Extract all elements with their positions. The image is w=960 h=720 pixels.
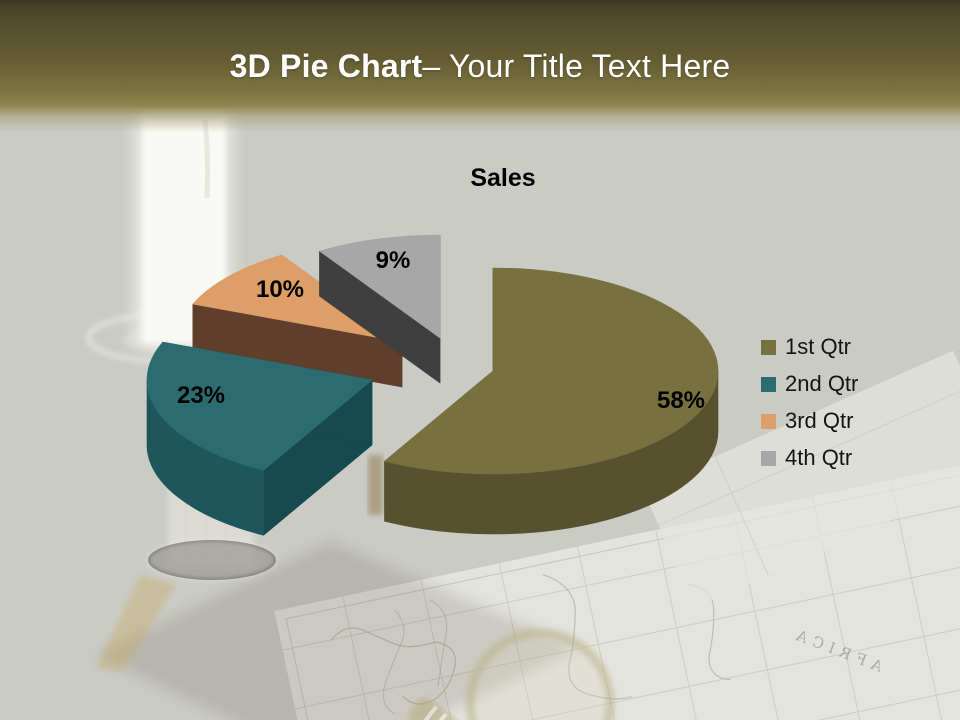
slice-label-4th-qtr: 9% bbox=[376, 247, 411, 274]
pie-slice-1st-qtr[interactable] bbox=[383, 267, 719, 475]
pie-slice-3rd-qtr[interactable] bbox=[192, 254, 403, 343]
legend-swatch-2nd-qtr bbox=[761, 376, 776, 392]
legend-label-3rd-qtr: 3rd Qtr bbox=[785, 408, 854, 433]
brass-stem bbox=[368, 455, 383, 515]
map-sheet-2 bbox=[642, 350, 960, 608]
legend-swatch-3rd-qtr bbox=[761, 413, 776, 429]
magnifying-glass bbox=[408, 628, 615, 720]
legend-swatch-1st-qtr bbox=[761, 339, 776, 355]
legend-item-4th-qtr[interactable]: 4th Qtr bbox=[761, 445, 858, 470]
slide-title-rest: – Your Title Text Here bbox=[422, 48, 731, 84]
pie-slice-2nd-qtr[interactable] bbox=[146, 341, 373, 471]
legend-swatch-4th-qtr bbox=[761, 450, 776, 466]
slide-title-bold: 3D Pie Chart bbox=[229, 48, 423, 84]
candlestick-plinth bbox=[95, 540, 580, 720]
chart-legend: 1st Qtr 2nd Qtr 3rd Qtr 4th Qtr bbox=[761, 334, 859, 484]
slide-header-band bbox=[0, 0, 960, 132]
slice-label-1st-qtr: 58% bbox=[657, 387, 705, 414]
slice-label-2nd-qtr: 23% bbox=[177, 382, 225, 409]
legend-item-1st-qtr[interactable]: 1st Qtr bbox=[761, 334, 858, 359]
legend-item-3rd-qtr[interactable]: 3rd Qtr bbox=[761, 408, 858, 433]
legend-label-2nd-qtr: 2nd Qtr bbox=[785, 371, 859, 396]
chart-title[interactable]: Sales bbox=[470, 164, 536, 192]
legend-label-1st-qtr: 1st Qtr bbox=[785, 334, 852, 359]
legend-label-4th-qtr: 4th Qtr bbox=[785, 445, 853, 470]
legend-item-2nd-qtr[interactable]: 2nd Qtr bbox=[761, 371, 859, 396]
pie-slice-4th-qtr[interactable] bbox=[318, 234, 441, 339]
pen-nib bbox=[96, 575, 176, 672]
slide-title[interactable]: 3D Pie Chart– Your Title Text Here bbox=[0, 46, 960, 86]
slice-label-3rd-qtr: 10% bbox=[256, 276, 304, 303]
